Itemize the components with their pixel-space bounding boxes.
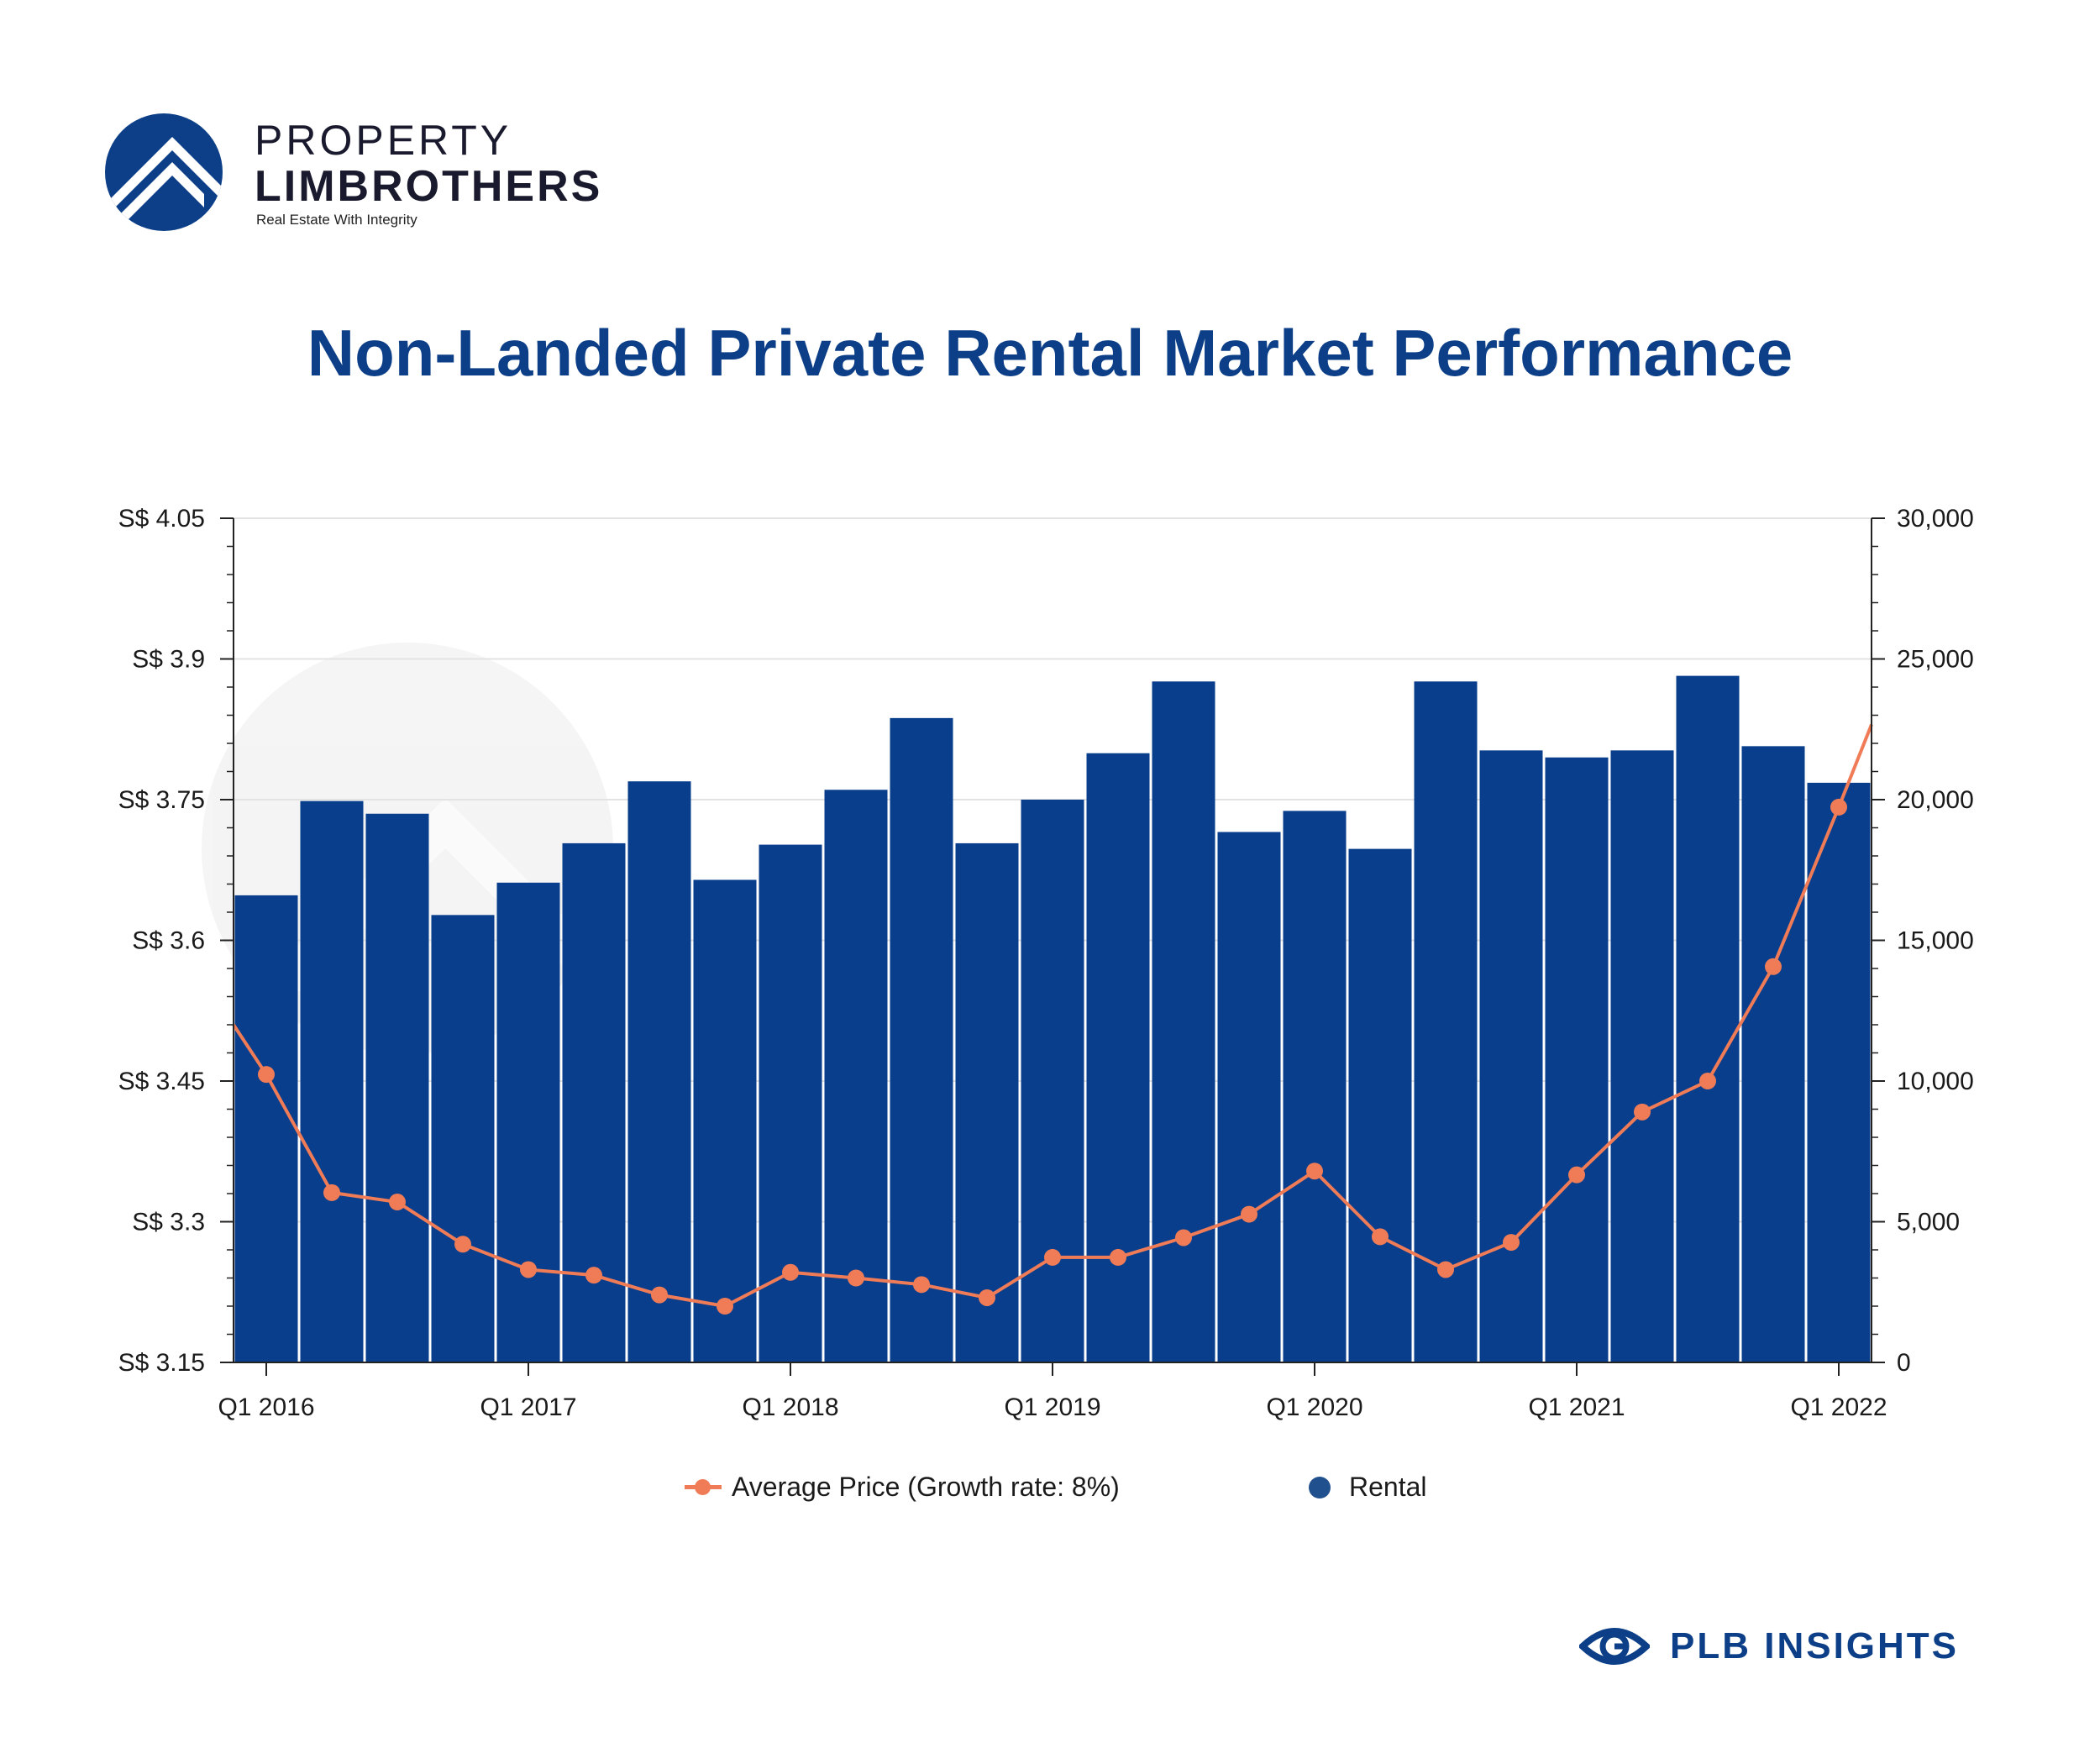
price-point xyxy=(1175,1229,1192,1247)
x-tick-label: Q1 2017 xyxy=(480,1393,576,1421)
left-tick-label: S$ 3.45 xyxy=(118,1068,205,1095)
price-point xyxy=(258,1066,275,1084)
x-tick-label: Q1 2022 xyxy=(1790,1393,1887,1421)
company-logo: PROPERTY LIMBROTHERS Real Estate With In… xyxy=(105,109,609,235)
right-tick-label: 25,000 xyxy=(1897,646,1974,674)
legend-label-price: Average Price (Growth rate: 8%) xyxy=(732,1472,1120,1502)
x-tick-label: Q1 2021 xyxy=(1528,1393,1625,1421)
rental-bar xyxy=(1217,832,1281,1362)
rental-bar xyxy=(1741,746,1805,1362)
price-line xyxy=(232,723,1873,1315)
price-point xyxy=(1437,1261,1454,1278)
rental-bar xyxy=(1479,750,1543,1362)
x-tick-label: Q1 2020 xyxy=(1266,1393,1362,1421)
logo-line-1: PROPERTY xyxy=(255,117,512,164)
rental-bar xyxy=(1610,750,1674,1362)
rental-bar xyxy=(562,842,626,1362)
price-point xyxy=(1306,1163,1323,1180)
rental-bar xyxy=(1152,681,1215,1362)
right-tick-label: 0 xyxy=(1897,1349,1911,1377)
price-point xyxy=(1699,1073,1716,1089)
rental-bar xyxy=(300,800,364,1362)
legend-label-rental: Rental xyxy=(1349,1472,1427,1502)
logo-tagline: Real Estate With Integrity xyxy=(256,212,417,228)
brand-text: PLB INSIGHTS xyxy=(1670,1625,1960,1666)
rental-bar xyxy=(1676,675,1740,1362)
price-point xyxy=(913,1276,930,1294)
right-tick-label: 15,000 xyxy=(1897,927,1974,955)
rental-bars xyxy=(234,675,1871,1362)
legend-line-marker xyxy=(685,1479,722,1495)
price-point xyxy=(979,1289,995,1306)
logo-house-icon xyxy=(105,113,223,231)
rental-bar xyxy=(431,915,495,1362)
price-point xyxy=(1568,1166,1585,1184)
rental-bar xyxy=(824,790,888,1362)
x-tick-label: Q1 2016 xyxy=(218,1393,314,1421)
right-tick-label: 30,000 xyxy=(1897,505,1974,533)
price-point xyxy=(454,1236,471,1253)
price-point xyxy=(323,1184,340,1201)
legend-item-price: Average Price (Growth rate: 8%) xyxy=(685,1472,1120,1503)
price-point xyxy=(389,1194,406,1211)
price-point xyxy=(1634,1103,1651,1121)
rental-bar xyxy=(1021,800,1084,1362)
legend-item-rental: Rental xyxy=(1309,1472,1427,1503)
chart-legend: Average Price (Growth rate: 8%) Rental xyxy=(0,1472,2100,1505)
rental-bar xyxy=(234,895,298,1362)
left-tick-label: S$ 4.05 xyxy=(118,505,205,533)
x-tick-label: Q1 2019 xyxy=(1004,1393,1100,1421)
chart-axes: S$ 3.15 S$ 3.3 S$ 3.45 S$ 3.6 S$ 3.75 S$ 3.9 S… xyxy=(118,505,1974,1421)
price-point xyxy=(1830,798,1847,816)
rental-bar xyxy=(1086,753,1150,1362)
plb-insights-brand: PLB INSIGHTS xyxy=(1579,1617,1959,1676)
rental-price-chart: S$ 3.15 S$ 3.3 S$ 3.45 S$ 3.6 S$ 3.75 S$ 3.9 S… xyxy=(118,505,1974,1421)
right-tick-label: 20,000 xyxy=(1897,786,1974,814)
left-tick-label: S$ 3.3 xyxy=(132,1209,205,1236)
chart-title: Non-Landed Private Rental Market Perform… xyxy=(307,316,1793,390)
price-point xyxy=(1044,1248,1061,1266)
rental-bar xyxy=(1348,848,1412,1362)
price-point xyxy=(717,1298,733,1315)
left-tick-label: S$ 3.15 xyxy=(118,1349,205,1377)
price-point xyxy=(651,1286,668,1304)
rental-bar xyxy=(496,882,560,1362)
rental-bar xyxy=(1545,757,1609,1362)
price-point xyxy=(1241,1205,1257,1223)
left-tick-label: S$ 3.9 xyxy=(132,646,205,674)
eye-icon xyxy=(1579,1628,1650,1665)
price-point xyxy=(1765,958,1782,975)
price-point xyxy=(848,1269,864,1287)
logo-line-2: LIMBROTHERS xyxy=(255,162,603,211)
rental-bar xyxy=(693,879,757,1362)
right-tick-label: 10,000 xyxy=(1897,1068,1974,1095)
rental-bar xyxy=(890,717,953,1362)
left-tick-label: S$ 3.6 xyxy=(132,927,205,955)
left-tick-label: S$ 3.75 xyxy=(118,786,205,814)
right-tick-label: 5,000 xyxy=(1897,1209,1960,1236)
price-point xyxy=(1372,1228,1389,1246)
price-point xyxy=(782,1263,799,1281)
rental-bar xyxy=(365,813,429,1362)
rental-bar xyxy=(627,781,691,1362)
legend-dot-marker xyxy=(1309,1476,1331,1498)
price-point xyxy=(585,1267,602,1284)
rental-bar xyxy=(1414,681,1478,1362)
price-point xyxy=(520,1261,537,1278)
rental-bar xyxy=(955,842,1019,1362)
price-point xyxy=(1110,1248,1126,1266)
x-tick-label: Q1 2018 xyxy=(742,1393,838,1421)
rental-bar xyxy=(1283,811,1347,1362)
rental-bar xyxy=(1807,782,1871,1362)
price-point xyxy=(1503,1234,1520,1252)
